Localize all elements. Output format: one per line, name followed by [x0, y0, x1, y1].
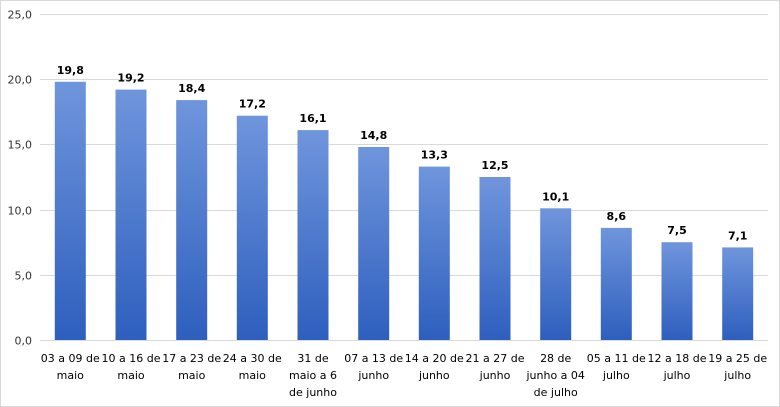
bar	[418, 166, 450, 340]
bar	[54, 81, 86, 341]
data-label: 8,6	[607, 210, 627, 223]
y-tick-label: 0,0	[15, 335, 33, 348]
bar	[722, 247, 754, 340]
bar	[479, 177, 511, 340]
data-label: 13,3	[421, 149, 448, 162]
x-tick-label: 21 a 27 de junho	[466, 352, 525, 382]
y-axis-ticks: 0,0 5,0 10,0 15,0 20,0 25,0	[8, 9, 33, 348]
x-tick-label: 07 a 13 de junho	[344, 352, 403, 382]
bar	[297, 130, 329, 340]
data-label: 19,8	[57, 64, 84, 77]
data-label: 19,2	[117, 72, 144, 85]
y-tick-label: 25,0	[8, 9, 33, 22]
bar	[540, 208, 572, 340]
bar	[176, 100, 208, 340]
x-tick-label: 19 a 25 de julho	[708, 352, 767, 382]
data-label: 17,2	[239, 98, 266, 111]
data-label: 16,1	[299, 112, 326, 125]
data-label: 10,1	[542, 190, 569, 203]
bars	[54, 81, 754, 341]
bar	[236, 115, 268, 340]
x-tick-label: 10 a 16 de maio	[102, 352, 161, 382]
x-tick-label: 03 a 09 de maio	[41, 352, 100, 382]
x-tick-label: 05 a 11 de julho	[587, 352, 646, 382]
data-label: 7,5	[667, 224, 687, 237]
data-labels: 19,8 19,2 18,4 17,2 16,1 14,8 13,3 12,5 10,1 8,6 7…	[57, 64, 748, 243]
bar	[358, 147, 390, 340]
x-tick-label: 14 a 20 de junho	[405, 352, 464, 382]
bar	[661, 242, 693, 340]
x-tick-label: 28 de junho a 04 de julho	[525, 352, 584, 399]
data-label: 18,4	[178, 82, 205, 95]
gridlines	[40, 14, 768, 341]
x-tick-label: 31 de maio a 6 de junho	[289, 352, 337, 399]
x-tick-label: 24 a 30 de maio	[223, 352, 282, 382]
data-label: 14,8	[360, 129, 387, 142]
y-tick-label: 20,0	[8, 74, 33, 87]
data-label: 12,5	[481, 159, 508, 172]
y-tick-label: 5,0	[15, 270, 33, 283]
data-label: 7,1	[728, 229, 748, 242]
x-tick-label: 17 a 23 de maio	[162, 352, 221, 382]
y-tick-label: 15,0	[8, 139, 33, 152]
y-tick-label: 10,0	[8, 205, 33, 218]
bar	[600, 227, 632, 340]
x-tick-label: 12 a 18 de julho	[648, 352, 707, 382]
bar	[115, 89, 147, 340]
